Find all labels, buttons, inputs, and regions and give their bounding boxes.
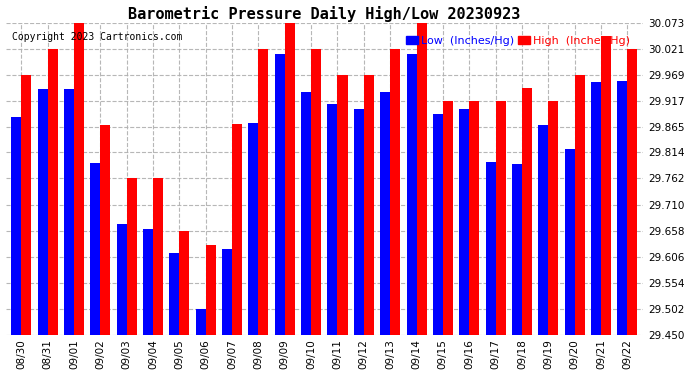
Bar (522, 88, 532, 335)
Bar (179, 231, 190, 335)
Bar (337, 75, 348, 335)
Bar (206, 244, 216, 335)
Bar (433, 114, 443, 335)
Bar (21, 75, 31, 335)
Bar (259, 49, 268, 335)
Bar (495, 101, 506, 335)
Bar (549, 101, 558, 335)
Bar (364, 75, 374, 335)
Bar (100, 125, 110, 335)
Bar (354, 110, 364, 335)
Bar (380, 92, 390, 335)
Bar (90, 164, 100, 335)
Bar (486, 162, 495, 335)
Bar (74, 23, 84, 335)
Bar (627, 49, 638, 335)
Bar (311, 49, 321, 335)
Bar (601, 36, 611, 335)
Bar (11, 117, 21, 335)
Bar (232, 124, 242, 335)
Bar (117, 224, 127, 335)
Bar (301, 92, 311, 335)
Bar (275, 54, 285, 335)
Bar (170, 253, 179, 335)
Title: Barometric Pressure Daily High/Low 20230923: Barometric Pressure Daily High/Low 20230… (128, 6, 520, 21)
Bar (417, 23, 426, 335)
Bar (591, 82, 601, 335)
Bar (575, 75, 584, 335)
Bar (406, 54, 417, 335)
Bar (538, 125, 549, 335)
Bar (564, 149, 575, 335)
Bar (64, 89, 74, 335)
Bar (390, 49, 400, 335)
Bar (196, 309, 206, 335)
Bar (248, 123, 259, 335)
Bar (222, 249, 232, 335)
Text: Copyright 2023 Cartronics.com: Copyright 2023 Cartronics.com (12, 32, 182, 42)
Legend: Low  (Inches/Hg), High  (Inches/Hg): Low (Inches/Hg), High (Inches/Hg) (402, 32, 634, 50)
Bar (443, 101, 453, 335)
Bar (153, 178, 163, 335)
Bar (469, 101, 480, 335)
Bar (512, 165, 522, 335)
Bar (38, 89, 48, 335)
Bar (48, 49, 58, 335)
Bar (460, 110, 469, 335)
Bar (618, 81, 627, 335)
Bar (285, 23, 295, 335)
Bar (143, 228, 153, 335)
Bar (127, 178, 137, 335)
Bar (328, 104, 337, 335)
